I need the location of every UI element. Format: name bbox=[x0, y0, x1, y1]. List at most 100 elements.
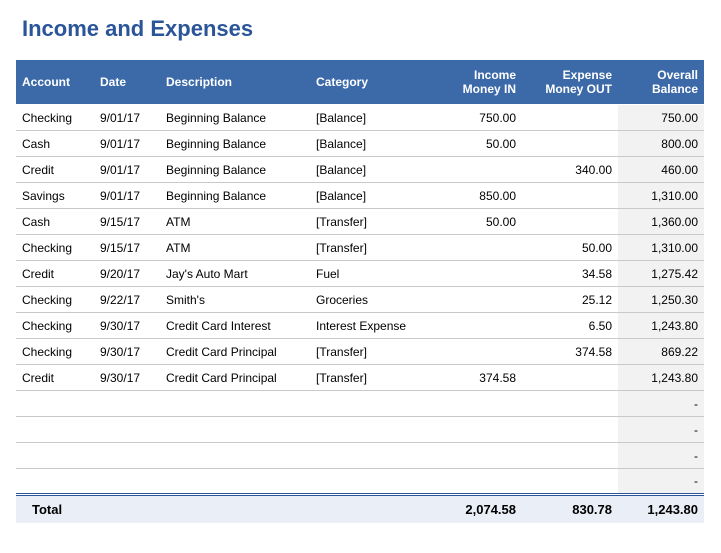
cell-balance: 1,243.80 bbox=[618, 365, 704, 391]
cell-description: Beginning Balance bbox=[160, 157, 310, 183]
ledger-table: Account Date Description Category Income… bbox=[16, 60, 704, 523]
table-row: - bbox=[16, 417, 704, 443]
cell-balance: 460.00 bbox=[618, 157, 704, 183]
cell-category: [Balance] bbox=[310, 105, 434, 131]
cell-money_out bbox=[522, 183, 618, 209]
cell-balance: - bbox=[618, 417, 704, 443]
cell-money_in bbox=[434, 287, 522, 313]
cell-date bbox=[94, 391, 160, 417]
cell-category: [Transfer] bbox=[310, 339, 434, 365]
cell-money_in bbox=[434, 339, 522, 365]
col-money-in: IncomeMoney IN bbox=[434, 60, 522, 105]
table-row: Cash9/01/17Beginning Balance[Balance]50.… bbox=[16, 131, 704, 157]
cell-category bbox=[310, 417, 434, 443]
cell-description: Smith's bbox=[160, 287, 310, 313]
cell-date: 9/20/17 bbox=[94, 261, 160, 287]
cell-description: Beginning Balance bbox=[160, 131, 310, 157]
cell-category: [Balance] bbox=[310, 157, 434, 183]
cell-date: 9/01/17 bbox=[94, 157, 160, 183]
col-category: Category bbox=[310, 60, 434, 105]
cell-money_out bbox=[522, 209, 618, 235]
cell-balance: 1,275.42 bbox=[618, 261, 704, 287]
table-row: Credit9/01/17Beginning Balance[Balance]3… bbox=[16, 157, 704, 183]
cell-money_out: 34.58 bbox=[522, 261, 618, 287]
cell-account bbox=[16, 469, 94, 495]
cell-description bbox=[160, 469, 310, 495]
cell-date: 9/30/17 bbox=[94, 365, 160, 391]
cell-date: 9/22/17 bbox=[94, 287, 160, 313]
cell-description: Credit Card Principal bbox=[160, 339, 310, 365]
cell-account: Checking bbox=[16, 339, 94, 365]
cell-money_out bbox=[522, 365, 618, 391]
cell-category: [Transfer] bbox=[310, 235, 434, 261]
col-date: Date bbox=[94, 60, 160, 105]
totals-money-in: 2,074.58 bbox=[434, 495, 522, 524]
cell-description: Beginning Balance bbox=[160, 183, 310, 209]
cell-balance: 1,243.80 bbox=[618, 313, 704, 339]
col-balance: OverallBalance bbox=[618, 60, 704, 105]
cell-balance: 1,250.30 bbox=[618, 287, 704, 313]
cell-money_out bbox=[522, 443, 618, 469]
cell-money_in: 50.00 bbox=[434, 131, 522, 157]
cell-date bbox=[94, 443, 160, 469]
cell-money_out: 50.00 bbox=[522, 235, 618, 261]
cell-category: Fuel bbox=[310, 261, 434, 287]
cell-description: Jay's Auto Mart bbox=[160, 261, 310, 287]
cell-balance: 750.00 bbox=[618, 105, 704, 131]
cell-money_out: 6.50 bbox=[522, 313, 618, 339]
table-row: Checking9/01/17Beginning Balance[Balance… bbox=[16, 105, 704, 131]
cell-date: 9/15/17 bbox=[94, 235, 160, 261]
table-row: Credit9/30/17Credit Card Principal[Trans… bbox=[16, 365, 704, 391]
cell-balance: - bbox=[618, 391, 704, 417]
cell-money_in bbox=[434, 391, 522, 417]
table-header: Account Date Description Category Income… bbox=[16, 60, 704, 105]
col-money-out: ExpenseMoney OUT bbox=[522, 60, 618, 105]
cell-money_out: 340.00 bbox=[522, 157, 618, 183]
cell-date: 9/01/17 bbox=[94, 183, 160, 209]
table-row: Checking9/30/17Credit Card Principal[Tra… bbox=[16, 339, 704, 365]
cell-description: ATM bbox=[160, 209, 310, 235]
cell-category: [Balance] bbox=[310, 131, 434, 157]
cell-money_out bbox=[522, 105, 618, 131]
cell-account: Cash bbox=[16, 131, 94, 157]
cell-money_out bbox=[522, 417, 618, 443]
cell-date: 9/01/17 bbox=[94, 105, 160, 131]
cell-description: Credit Card Principal bbox=[160, 365, 310, 391]
cell-money_out: 25.12 bbox=[522, 287, 618, 313]
table-row: Checking9/22/17Smith'sGroceries25.121,25… bbox=[16, 287, 704, 313]
totals-money-out: 830.78 bbox=[522, 495, 618, 524]
cell-money_out bbox=[522, 469, 618, 495]
cell-money_in bbox=[434, 235, 522, 261]
cell-date bbox=[94, 417, 160, 443]
cell-account: Checking bbox=[16, 235, 94, 261]
cell-money_in bbox=[434, 469, 522, 495]
totals-row: Total 2,074.58 830.78 1,243.80 bbox=[16, 495, 704, 524]
cell-money_in: 50.00 bbox=[434, 209, 522, 235]
cell-account: Checking bbox=[16, 313, 94, 339]
table-row: Checking9/15/17ATM[Transfer] 50.001,310.0… bbox=[16, 235, 704, 261]
cell-money_out bbox=[522, 131, 618, 157]
cell-description bbox=[160, 391, 310, 417]
cell-account: Cash bbox=[16, 209, 94, 235]
cell-money_in: 850.00 bbox=[434, 183, 522, 209]
cell-balance: - bbox=[618, 443, 704, 469]
cell-category: [Balance] bbox=[310, 183, 434, 209]
table-row: - bbox=[16, 469, 704, 495]
cell-balance: - bbox=[618, 469, 704, 495]
cell-money_in: 750.00 bbox=[434, 105, 522, 131]
table-row: - bbox=[16, 443, 704, 469]
cell-description: ATM bbox=[160, 235, 310, 261]
cell-account: Credit bbox=[16, 261, 94, 287]
cell-balance: 1,310.00 bbox=[618, 235, 704, 261]
col-description: Description bbox=[160, 60, 310, 105]
cell-category bbox=[310, 469, 434, 495]
cell-account bbox=[16, 443, 94, 469]
table-row: Cash9/15/17ATM[Transfer]50.001,360.00 bbox=[16, 209, 704, 235]
cell-money_in bbox=[434, 417, 522, 443]
cell-date: 9/01/17 bbox=[94, 131, 160, 157]
cell-category bbox=[310, 391, 434, 417]
cell-money_in bbox=[434, 443, 522, 469]
col-account: Account bbox=[16, 60, 94, 105]
cell-balance: 1,310.00 bbox=[618, 183, 704, 209]
table-row: Checking9/30/17Credit Card InterestInter… bbox=[16, 313, 704, 339]
